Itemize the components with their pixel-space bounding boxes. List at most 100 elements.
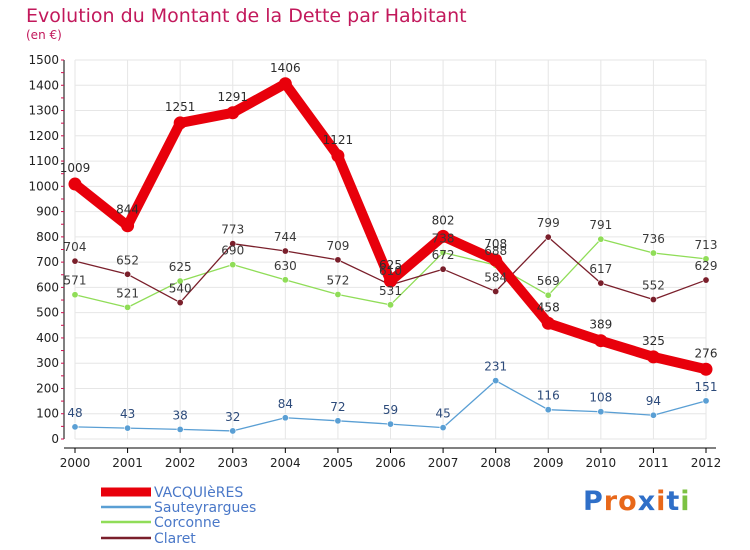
data-label: 584	[484, 270, 507, 284]
data-point	[229, 240, 237, 248]
y-tick-label: 700	[36, 255, 59, 269]
x-tick-label: 2012	[691, 456, 722, 470]
data-label: 108	[589, 391, 612, 405]
data-label: 531	[379, 284, 402, 298]
data-label: 610	[379, 264, 402, 278]
data-label: 802	[432, 213, 455, 227]
data-label: 799	[537, 216, 560, 230]
x-tick-label: 2010	[586, 456, 617, 470]
data-label: 72	[330, 400, 345, 414]
data-point	[541, 316, 555, 330]
data-point	[68, 177, 82, 191]
legend-label: Sauteyrargues	[154, 500, 256, 516]
y-tick-label: 800	[36, 230, 59, 244]
y-tick-label: 200	[36, 381, 59, 395]
x-tick-label: 2001	[112, 456, 143, 470]
legend-label: VACQUIèRES	[154, 485, 243, 501]
logo-letter: o	[618, 486, 638, 517]
data-label: 709	[326, 239, 349, 253]
data-point	[649, 411, 657, 419]
data-point	[597, 279, 605, 287]
data-label: 325	[642, 334, 665, 348]
legend-label: Corconne	[154, 515, 220, 531]
x-tick-label: 2009	[533, 456, 564, 470]
data-label: 1291	[217, 90, 248, 104]
data-point	[121, 219, 135, 233]
data-label: 151	[695, 380, 718, 394]
data-label: 773	[221, 223, 244, 237]
data-point	[386, 420, 394, 428]
data-label: 652	[116, 253, 139, 267]
data-label: 572	[326, 273, 349, 287]
y-tick-label: 400	[36, 331, 59, 345]
data-point	[702, 255, 710, 263]
data-label: 625	[169, 260, 192, 274]
data-label: 617	[589, 262, 612, 276]
data-point	[492, 287, 500, 295]
data-label: 791	[589, 218, 612, 232]
data-label: 704	[64, 240, 87, 254]
data-labels: 1009 844 1251 1291 1406 1121 625 802 708 458 389 32…	[60, 61, 718, 424]
data-label: 1251	[165, 100, 196, 114]
data-label: 625	[379, 258, 402, 272]
data-point	[436, 229, 450, 243]
legend-label: Claret	[154, 531, 196, 547]
chart-subtitle: (en €)	[26, 28, 62, 42]
data-point	[646, 350, 660, 364]
y-tick-label: 1200	[28, 129, 59, 143]
data-point	[229, 427, 237, 435]
data-point	[176, 277, 184, 285]
data-label: 1406	[270, 61, 301, 75]
proxiti-logo: Proxiti	[583, 486, 691, 517]
data-point	[702, 397, 710, 405]
data-label: 629	[695, 259, 718, 273]
data-label: 672	[432, 248, 455, 262]
data-point	[489, 253, 503, 267]
data-label: 1009	[60, 161, 91, 175]
logo-letter: t	[666, 486, 681, 517]
data-label: 738	[432, 232, 455, 246]
y-tick-label: 1000	[28, 179, 59, 193]
data-label: 690	[221, 244, 244, 258]
data-point	[439, 424, 447, 432]
data-point	[492, 377, 500, 385]
x-tick-label: 2005	[323, 456, 354, 470]
data-point	[386, 301, 394, 309]
data-point	[597, 235, 605, 243]
data-point	[334, 256, 342, 264]
data-point	[278, 77, 292, 91]
data-point	[281, 414, 289, 422]
data-point	[124, 270, 132, 278]
y-tick-label: 1100	[28, 154, 59, 168]
x-tick-label: 2007	[428, 456, 459, 470]
y-tick-label: 0	[51, 432, 59, 446]
logo-letter: i	[680, 486, 691, 517]
data-point	[544, 406, 552, 414]
data-point	[71, 423, 79, 431]
y-tick-label: 900	[36, 205, 59, 219]
y-tick-label: 300	[36, 356, 59, 370]
y-tick-label: 500	[36, 306, 59, 320]
data-label: 1121	[323, 133, 354, 147]
x-tick-label: 2006	[375, 456, 406, 470]
data-point	[281, 247, 289, 255]
data-label: 713	[695, 238, 718, 252]
data-point	[544, 233, 552, 241]
x-tick-label: 2002	[165, 456, 196, 470]
y-tick-labels: 0 100 200 300 400 500 600 700 800 900 1000 1100 1200…	[28, 53, 59, 446]
axes	[61, 59, 716, 453]
data-label: 48	[67, 406, 82, 420]
x-tick-label: 2004	[270, 456, 301, 470]
data-point	[173, 116, 187, 130]
logo-letter: x	[637, 486, 657, 517]
data-point	[439, 265, 447, 273]
data-point	[702, 276, 710, 284]
data-label: 844	[116, 203, 139, 217]
y-tick-label: 600	[36, 280, 59, 294]
y-tick-label: 1500	[28, 53, 59, 67]
data-point	[281, 276, 289, 284]
y-tick-label: 100	[36, 407, 59, 421]
